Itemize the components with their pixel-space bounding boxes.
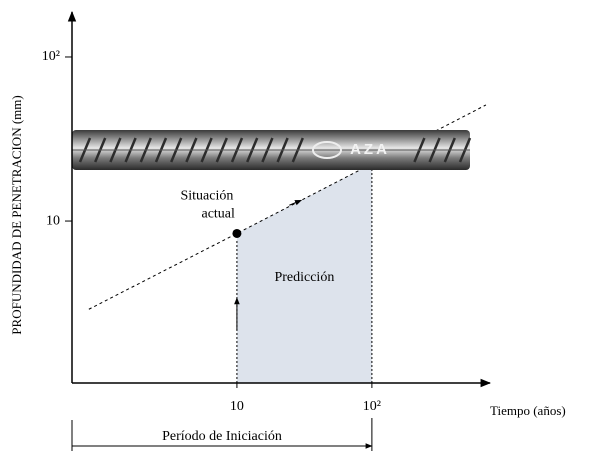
- rebar-brand: AZA: [350, 141, 390, 158]
- region-label: Predicción: [274, 270, 334, 285]
- x-tick-label: 10²: [363, 399, 381, 414]
- period-label: Período de Iniciación: [162, 429, 282, 444]
- y-axis-label: PROFUNDIDAD DE PENETRACION (mm): [9, 95, 24, 334]
- trend-line: [88, 104, 487, 310]
- rebar-logo: [312, 141, 342, 159]
- x-axis-label: Tiempo (años): [490, 403, 566, 418]
- prediction-region: [236, 163, 372, 383]
- x-tick-label: 10: [230, 399, 244, 414]
- current-point: [232, 228, 242, 238]
- rebar: AZA: [72, 130, 472, 170]
- y-tick-label: 10: [46, 213, 60, 228]
- point-label: actual: [201, 207, 235, 222]
- trend-arrow: [289, 199, 302, 206]
- y-tick-label: 10²: [42, 49, 60, 64]
- point-label: Situación: [180, 189, 233, 204]
